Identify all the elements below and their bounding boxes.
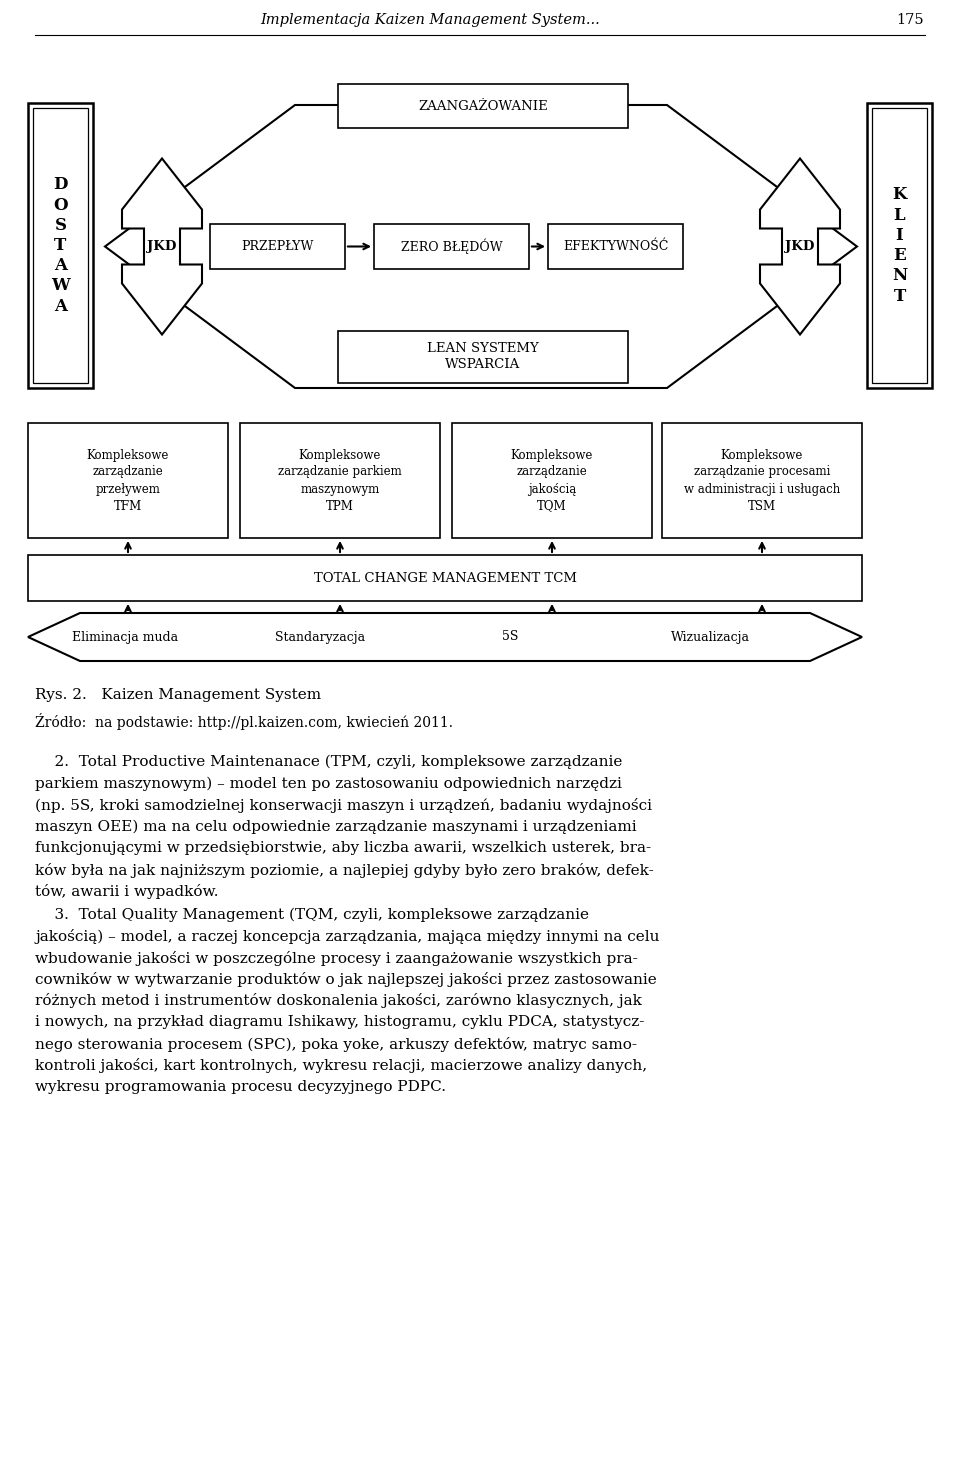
Text: Kompleksowe
zarządzanie
przeływem
TFM: Kompleksowe zarządzanie przeływem TFM [86,448,169,513]
Bar [240,423,440,538]
Text: parkiem maszynowym) – model ten po zastosowaniu odpowiednich narzędzi: parkiem maszynowym) – model ten po zasto… [35,776,622,791]
Bar [33,108,88,383]
Bar [210,224,345,270]
Text: ków była na jak najniższym poziomie, a najlepiej gdyby było zero braków, defek-: ków była na jak najniższym poziomie, a n… [35,863,654,878]
Text: TOTAL CHANGE MANAGEMENT TCM: TOTAL CHANGE MANAGEMENT TCM [314,572,577,585]
Text: różnych metod i instrumentów doskonalenia jakości, zarówno klasycznych, jak: różnych metod i instrumentów doskonaleni… [35,993,642,1009]
Bar [338,331,628,383]
Text: LEAN SYSTEMY
WSPARCIA: LEAN SYSTEMY WSPARCIA [427,343,539,371]
Text: maszyn OEE) ma na celu odpowiednie zarządzanie maszynami i urządzeniami: maszyn OEE) ma na celu odpowiednie zarzą… [35,819,636,834]
Text: JKD: JKD [147,240,177,253]
Text: Źródło:  na podstawie: http://pl.kaizen.com, kwiecień 2011.: Źródło: na podstawie: http://pl.kaizen.c… [35,713,453,729]
Text: kontroli jakości, kart kontrolnych, wykresu relacji, macierzowe analizy danych,: kontroli jakości, kart kontrolnych, wykr… [35,1058,647,1072]
Text: wbudowanie jakości w poszczególne procesy i zaangażowanie wszystkich pra-: wbudowanie jakości w poszczególne proces… [35,950,637,965]
Bar [872,108,927,383]
Bar [28,423,228,538]
Text: (np. 5S, kroki samodzielnej konserwacji maszyn i urządzeń, badaniu wydajności: (np. 5S, kroki samodzielnej konserwacji … [35,798,652,813]
Polygon shape [105,105,857,387]
Text: Kompleksowe
zarządzanie parkiem
maszynowym
TPM: Kompleksowe zarządzanie parkiem maszynow… [278,448,402,513]
Text: jakością) – model, a raczej koncepcja zarządzania, mająca między innymi na celu: jakością) – model, a raczej koncepcja za… [35,929,660,944]
Text: JKD: JKD [785,240,815,253]
Text: ZAANGAŻOWANIE: ZAANGAŻOWANIE [419,100,548,112]
Text: Standaryzacja: Standaryzacja [275,630,365,644]
Text: 175: 175 [897,13,924,27]
Text: Kompleksowe
zarządzanie
jakością
TQM: Kompleksowe zarządzanie jakością TQM [511,448,593,513]
Bar [452,423,652,538]
Bar [338,84,628,128]
Polygon shape [28,613,862,661]
Text: EFEKTYWNOŚĆ: EFEKTYWNOŚĆ [563,240,668,253]
Bar [28,103,93,387]
Text: cowników w wytwarzanie produktów o jak najlepszej jakości przez zastosowanie: cowników w wytwarzanie produktów o jak n… [35,972,657,987]
Bar [374,224,529,270]
Text: i nowych, na przykład diagramu Ishikawy, histogramu, cyklu PDCA, statystycz-: i nowych, na przykład diagramu Ishikawy,… [35,1015,644,1030]
Polygon shape [760,159,840,334]
Text: K
L
I
E
N
T: K L I E N T [892,187,907,305]
Text: nego sterowania procesem (SPC), poka yoke, arkuszy defektów, matryc samo-: nego sterowania procesem (SPC), poka yok… [35,1037,637,1052]
Bar [548,224,683,270]
Text: Kompleksowe
zarządzanie procesami
w administracji i usługach
TSM: Kompleksowe zarządzanie procesami w admi… [684,448,840,513]
Bar [867,103,932,387]
Text: funkcjonującymi w przedsiębiorstwie, aby liczba awarii, wszelkich usterek, bra-: funkcjonującymi w przedsiębiorstwie, aby… [35,841,651,854]
Polygon shape [122,159,202,334]
Text: Wizualizacja: Wizualizacja [670,630,750,644]
Text: Eliminacja muda: Eliminacja muda [72,630,178,644]
Text: tów, awarii i wypadków.: tów, awarii i wypadków. [35,884,219,899]
Text: 2.  Total Productive Maintenanace (TPM, czyli, kompleksowe zarządzanie: 2. Total Productive Maintenanace (TPM, c… [35,756,622,769]
Text: 3.  Total Quality Management (TQM, czyli, kompleksowe zarządzanie: 3. Total Quality Management (TQM, czyli,… [35,907,589,922]
Text: wykresu programowania procesu decyzyjnego PDPC.: wykresu programowania procesu decyzyjneg… [35,1080,446,1093]
Text: PRZEPŁYW: PRZEPŁYW [241,240,314,253]
Text: Implementacja Kaizen Management System...: Implementacja Kaizen Management System..… [260,13,600,27]
Bar [662,423,862,538]
Text: ZERO BŁĘDÓW: ZERO BŁĘDÓW [400,239,502,255]
Bar [28,555,862,601]
Text: D
O
S
T
A
W
A: D O S T A W A [51,177,70,315]
Text: Rys. 2.   Kaizen Management System: Rys. 2. Kaizen Management System [35,688,322,703]
Text: 5S: 5S [502,630,518,644]
